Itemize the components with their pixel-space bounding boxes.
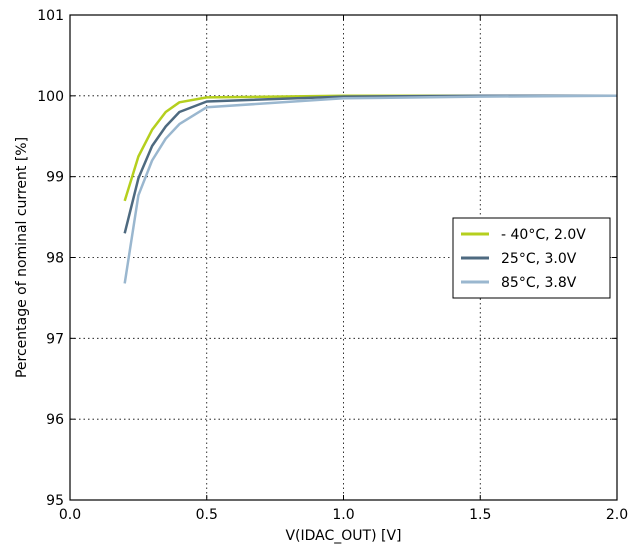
tick-labels: 0.0 0.5 1.0 1.5 2.0 95 96 97 98 99 100 101: [37, 8, 628, 523]
y-tick-label: 97: [46, 331, 64, 347]
legend-label: 85°C, 3.8V: [501, 275, 577, 291]
y-tick-label: 100: [37, 89, 64, 105]
series-lines: [123, 94, 618, 284]
y-tick-label: 101: [37, 8, 64, 24]
y-axis-label: Percentage of nominal current [%]: [14, 137, 30, 378]
legend-label: - 40°C, 2.0V: [501, 227, 586, 243]
y-tick-label: 99: [46, 170, 64, 186]
x-tick-label: 2.0: [606, 507, 628, 523]
series-line-3: [123, 94, 618, 284]
y-tick-label: 95: [46, 493, 64, 509]
legend: - 40°C, 2.0V 25°C, 3.0V 85°C, 3.8V: [452, 217, 611, 299]
series-line-2: [123, 94, 617, 234]
x-tick-label: 0.0: [59, 507, 81, 523]
x-axis-label: V(IDAC_OUT) [V]: [285, 528, 401, 544]
y-tick-label: 96: [46, 412, 64, 428]
x-tick-label: 1.5: [469, 507, 491, 523]
plot-frame: [69, 14, 618, 501]
y-tick-label: 98: [46, 251, 64, 267]
x-tick-label: 1.0: [332, 507, 354, 523]
x-tick-label: 0.5: [196, 507, 218, 523]
legend-label: 25°C, 3.0V: [501, 251, 577, 267]
